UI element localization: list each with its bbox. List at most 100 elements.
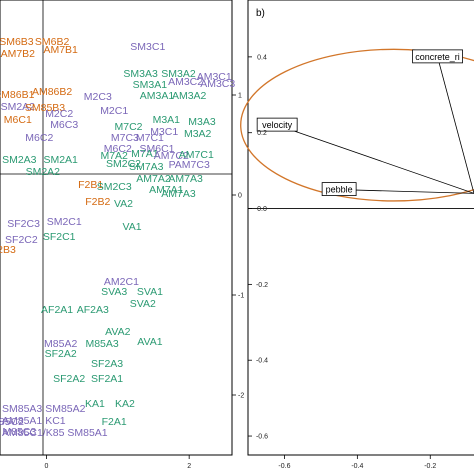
point-label-row: AM85A1 KC1: [2, 415, 66, 427]
point-label: AM2C1: [104, 276, 139, 288]
y-tick-label: 0: [238, 193, 242, 200]
y-tick-label: -1: [238, 293, 244, 300]
point-label: F2A1: [102, 416, 127, 428]
y-tick-label: -0.6: [256, 434, 268, 441]
point-label: AM7A1: [149, 184, 184, 196]
y-tick-label: 0.4: [257, 54, 267, 61]
point-label: SM2A1: [43, 154, 78, 166]
point-label: AM3C2: [168, 76, 203, 88]
point-label: M7C2: [114, 121, 142, 133]
vector-label: concrete_ri: [415, 52, 460, 62]
point-label: SM2A3: [2, 154, 37, 166]
point-label: SM6B2: [35, 36, 70, 48]
point-label: SM2C1: [47, 216, 82, 228]
point-label: AVA1: [137, 336, 162, 348]
point-label: SF2C1: [43, 231, 76, 243]
vector-label: velocity: [262, 120, 293, 130]
scatter-y-ticks: 210-1-2: [232, 93, 244, 400]
point-label: SM85B3: [25, 102, 65, 114]
vector-arrow: [438, 57, 474, 194]
y-tick-label: -2: [238, 393, 244, 400]
point-label: AF2A1: [41, 304, 73, 316]
point-label: AVA2: [105, 326, 130, 338]
point-label: M85C3: [2, 426, 36, 438]
point-label: M2C1: [100, 105, 128, 117]
panel-b-label: b): [256, 8, 265, 19]
x-tick-label: -0.2: [424, 463, 436, 470]
point-label: AM7A3: [168, 173, 203, 185]
point-label: SM6B3: [0, 36, 34, 48]
x-tick-label: -0.6: [278, 463, 290, 470]
y-tick-label: 1: [238, 93, 242, 100]
point-label: F2B2: [85, 196, 110, 208]
x-tick-label: -0.4: [351, 463, 363, 470]
point-label: SF2A2: [53, 373, 85, 385]
y-tick-label: 0.0: [257, 206, 267, 213]
x-tick-label: 0: [44, 463, 48, 470]
vector-arrow: [339, 190, 474, 194]
point-label: M7C1: [136, 132, 164, 144]
point-label: SM7A3: [129, 161, 164, 173]
point-label: M3A2: [184, 128, 212, 140]
point-label: M85A3: [85, 338, 118, 350]
point-label: M2B3: [0, 244, 16, 256]
point-label: SM3A2: [161, 68, 196, 80]
point-label: SVA2: [130, 298, 156, 310]
point-label: SM3A1: [133, 79, 168, 91]
point-label: M3A1: [153, 114, 181, 126]
biplot-y-ticks: 0.4 0.2 0.0 -0.2 -0.4 -0.6: [248, 54, 268, 441]
point-label: VA1: [123, 221, 142, 233]
point-label: M85A2: [44, 338, 77, 350]
point-label: AM7B1: [43, 44, 78, 56]
point-label: M85C2: [0, 416, 24, 428]
vector-label-box: [412, 49, 463, 64]
point-label: SF2A2: [45, 348, 77, 360]
point-label: VA2: [114, 198, 133, 210]
point-label: AM7C1: [179, 149, 214, 161]
biplot-x-ticks: -0.6 -0.4 -0.2: [278, 455, 436, 470]
point-label: SM2C2: [106, 158, 141, 170]
point-label: SM2A2: [26, 166, 61, 178]
point-label: AM86B2: [32, 86, 72, 98]
biplot-ellipse: [240, 48, 474, 202]
point-label: M7A2: [100, 150, 128, 162]
point-label: M6C1: [4, 114, 32, 126]
point-label: AM3A1: [140, 90, 175, 102]
point-label: SM86B1: [0, 89, 35, 101]
point-label: AM3A2: [172, 90, 207, 102]
point-label: AM7A2: [136, 173, 171, 185]
point-label: PAM7C3: [169, 159, 210, 171]
point-label: M6C3: [50, 119, 78, 131]
point-label: SM3C1: [130, 41, 165, 53]
point-label: SF2C2: [5, 234, 38, 246]
y-tick-label: -0.2: [256, 282, 268, 289]
point-label: M7A1: [131, 148, 159, 160]
biplot-ellipse-group: [240, 48, 474, 202]
point-label: M7C3: [111, 132, 139, 144]
point-label: AM7A3: [161, 188, 196, 200]
point-label: M3C1: [150, 126, 178, 138]
point-label-row: AM85C1/K85 SM85A1: [2, 427, 108, 439]
y-tick-label: 0.2: [257, 130, 267, 137]
point-label: M6C2: [25, 132, 53, 144]
point-label: M3A3: [188, 116, 216, 128]
point-label: AF2A3: [77, 304, 109, 316]
point-label: M2C2: [45, 108, 73, 120]
point-label: SM2A2: [1, 101, 36, 113]
point-label: M2C3: [84, 91, 112, 103]
point-label: SF2A3: [91, 358, 123, 370]
vector-label-box: [256, 117, 298, 132]
point-label: SF2C3: [7, 218, 40, 230]
point-label: M6C2: [104, 143, 132, 155]
point-label: SF2A1: [91, 373, 123, 385]
vector-arrow: [277, 125, 474, 194]
point-label: F2B1: [78, 179, 103, 191]
y-tick-label: -0.4: [256, 358, 268, 365]
point-label: AM3C3: [200, 78, 235, 90]
point-label: SM2C3: [97, 181, 132, 193]
